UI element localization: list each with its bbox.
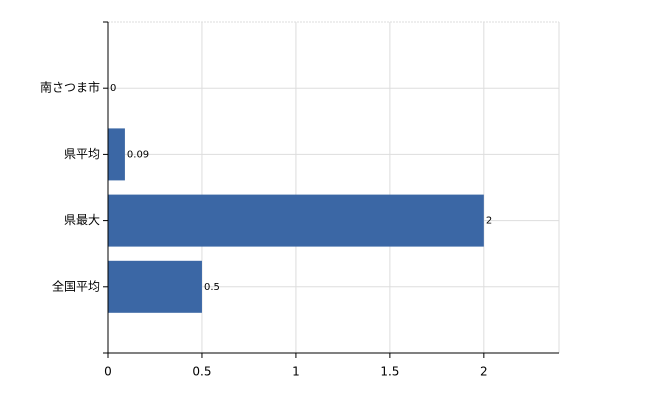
y-tick-label: 県最大 xyxy=(64,213,100,227)
bar xyxy=(108,128,125,181)
bar xyxy=(108,260,202,313)
x-tick-label: 1 xyxy=(292,365,300,379)
value-label: 2 xyxy=(486,216,492,227)
value-label: 0.5 xyxy=(204,282,220,293)
bar xyxy=(108,194,484,247)
y-tick-label: 全国平均 xyxy=(52,278,100,293)
x-tick-label: 0 xyxy=(104,365,112,379)
x-tick-label: 0.5 xyxy=(192,365,211,379)
value-label: 0.09 xyxy=(127,149,149,160)
x-tick-label: 2 xyxy=(480,365,488,379)
y-tick-label: 南さつま市 xyxy=(40,80,100,95)
x-tick-label: 1.5 xyxy=(380,365,399,379)
value-label: 0 xyxy=(110,83,116,94)
y-tick-label: 県平均 xyxy=(64,147,100,161)
